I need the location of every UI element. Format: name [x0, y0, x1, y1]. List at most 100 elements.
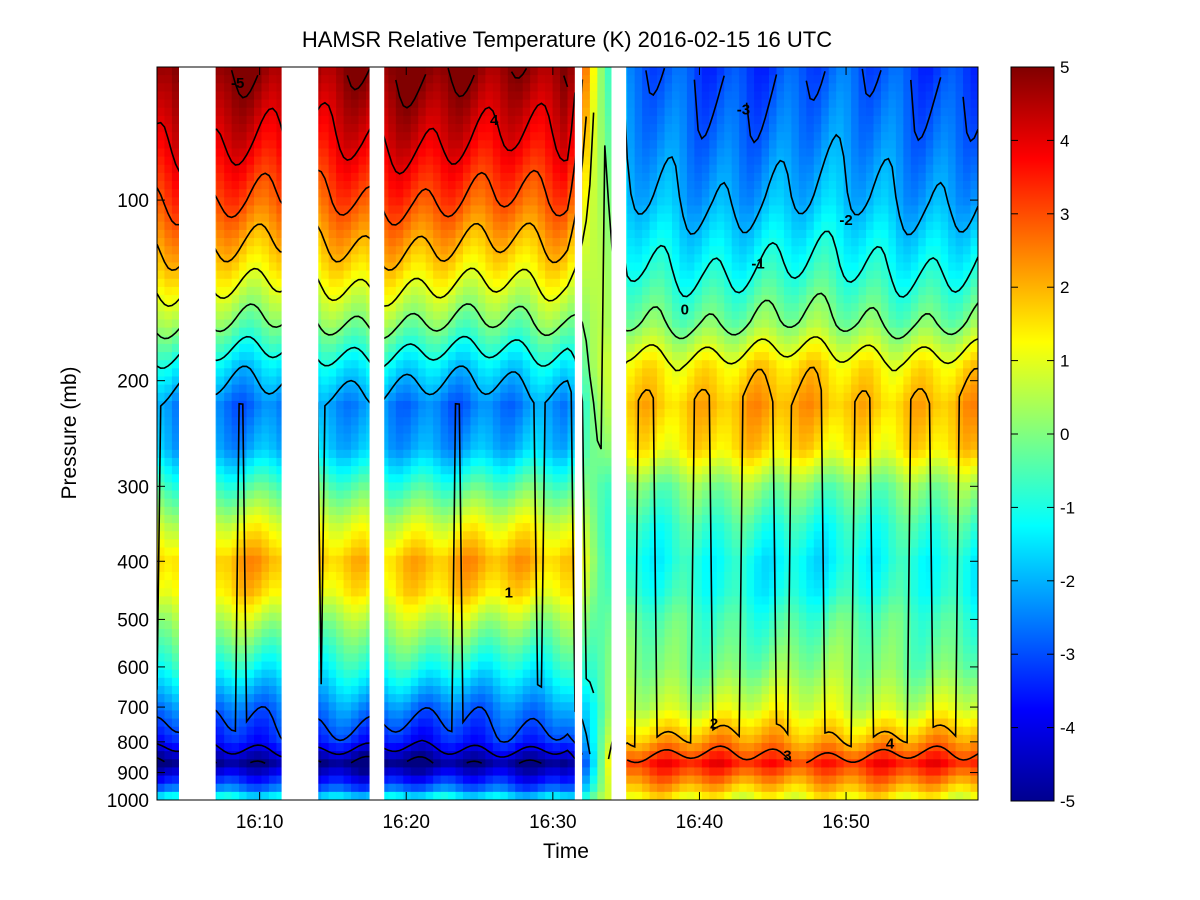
heatmap-cell: [268, 164, 278, 174]
heatmap-cell: [515, 238, 524, 247]
heatmap-cell: [500, 751, 509, 760]
heatmap-cell: [515, 303, 524, 312]
heatmap-cell: [485, 327, 494, 337]
heatmap-cell: [231, 229, 240, 239]
heatmap-cell: [485, 710, 494, 720]
heatmap-cell: [530, 327, 539, 337]
heatmap-cell: [522, 156, 531, 166]
heatmap-cell: [410, 685, 419, 695]
heatmap-cell: [522, 213, 531, 223]
heatmap-cell: [171, 197, 180, 207]
heatmap-cell: [239, 197, 248, 207]
heatmap-cell: [418, 360, 427, 369]
heatmap-cell: [336, 67, 345, 76]
heatmap-cell: [239, 604, 248, 614]
heatmap-cell: [448, 221, 457, 231]
heatmap-cell: [276, 140, 285, 150]
heatmap-cell: [380, 588, 389, 597]
heatmap-cell: [343, 148, 352, 158]
heatmap-cell: [216, 270, 225, 280]
heatmap-cell: [380, 710, 389, 720]
heatmap-cell: [395, 449, 404, 459]
heatmap-cell: [470, 83, 479, 93]
heatmap-cell: [455, 343, 464, 353]
heatmap-cell: [239, 270, 248, 280]
heatmap-cell: [358, 482, 367, 492]
heatmap-cell: [455, 148, 464, 158]
heatmap-cell: [418, 539, 427, 549]
heatmap-cell: [164, 563, 173, 573]
heatmap-cell: [216, 124, 225, 133]
heatmap-cell: [254, 596, 263, 606]
heatmap-cell: [216, 303, 225, 312]
heatmap-cell: [425, 563, 434, 573]
heatmap-cell: [485, 531, 494, 540]
heatmap-cell: [507, 441, 516, 451]
heatmap-cell: [261, 783, 270, 793]
heatmap-cell: [492, 83, 501, 93]
heatmap-cell: [470, 360, 479, 369]
heatmap-cell: [261, 759, 270, 769]
heatmap-cell: [470, 783, 479, 793]
heatmap-cell: [463, 376, 472, 386]
heatmap-cell: [343, 474, 352, 483]
heatmap-cell: [380, 238, 389, 247]
heatmap-cell: [410, 107, 419, 117]
heatmap-cell: [351, 254, 360, 264]
heatmap-cell: [410, 775, 419, 785]
heatmap-cell: [463, 392, 472, 402]
heatmap-cell: [433, 360, 442, 369]
heatmap-cell: [425, 726, 434, 736]
heatmap-cell: [410, 238, 419, 247]
heatmap-cell: [507, 685, 516, 695]
heatmap-cell: [560, 425, 569, 435]
heatmap-cell: [395, 685, 404, 695]
heatmap-cell: [261, 319, 270, 329]
heatmap-cell: [157, 384, 166, 394]
heatmap-cell: [343, 588, 352, 597]
heatmap-cell: [500, 75, 509, 84]
heatmap-cell: [500, 384, 509, 394]
heatmap-cell: [388, 246, 397, 255]
heatmap-cell: [351, 229, 360, 239]
heatmap-cell: [410, 531, 419, 540]
heatmap-cell: [216, 767, 225, 777]
heatmap-cell: [358, 295, 367, 304]
heatmap-cell: [395, 124, 404, 133]
heatmap-cell: [515, 555, 524, 565]
heatmap-cell: [246, 327, 255, 337]
heatmap-cell: [157, 124, 166, 133]
heatmap-cell: [380, 286, 389, 296]
heatmap-cell: [485, 75, 494, 84]
heatmap-cell: [477, 726, 486, 736]
heatmap-cell: [418, 99, 427, 109]
heatmap-cell: [171, 270, 180, 280]
heatmap-cell: [216, 132, 225, 141]
heatmap-cell: [171, 506, 180, 516]
heatmap-cell: [530, 628, 539, 638]
heatmap-cell: [395, 425, 404, 435]
heatmap-cell: [448, 303, 457, 312]
heatmap-cell: [477, 734, 486, 744]
heatmap-cell: [388, 67, 397, 76]
heatmap-cell: [224, 702, 233, 712]
heatmap-cell: [463, 327, 472, 337]
heatmap-cell: [433, 441, 442, 451]
heatmap-cell: [395, 352, 404, 361]
heatmap-cell: [358, 645, 367, 654]
heatmap-cell: [492, 628, 501, 638]
heatmap-cell: [388, 205, 397, 215]
heatmap-cell: [321, 107, 330, 117]
heatmap-cell: [455, 694, 464, 703]
heatmap-cell: [224, 457, 233, 467]
heatmap-cell: [246, 791, 255, 800]
heatmap-cell: [522, 417, 531, 426]
heatmap-cell: [276, 205, 285, 215]
heatmap-cell: [567, 156, 576, 166]
heatmap-cell: [328, 523, 337, 532]
heatmap-cell: [328, 506, 337, 516]
heatmap-cell: [410, 539, 419, 549]
heatmap-cell: [567, 83, 576, 93]
heatmap-cell: [463, 702, 472, 712]
heatmap-cell: [358, 132, 367, 141]
